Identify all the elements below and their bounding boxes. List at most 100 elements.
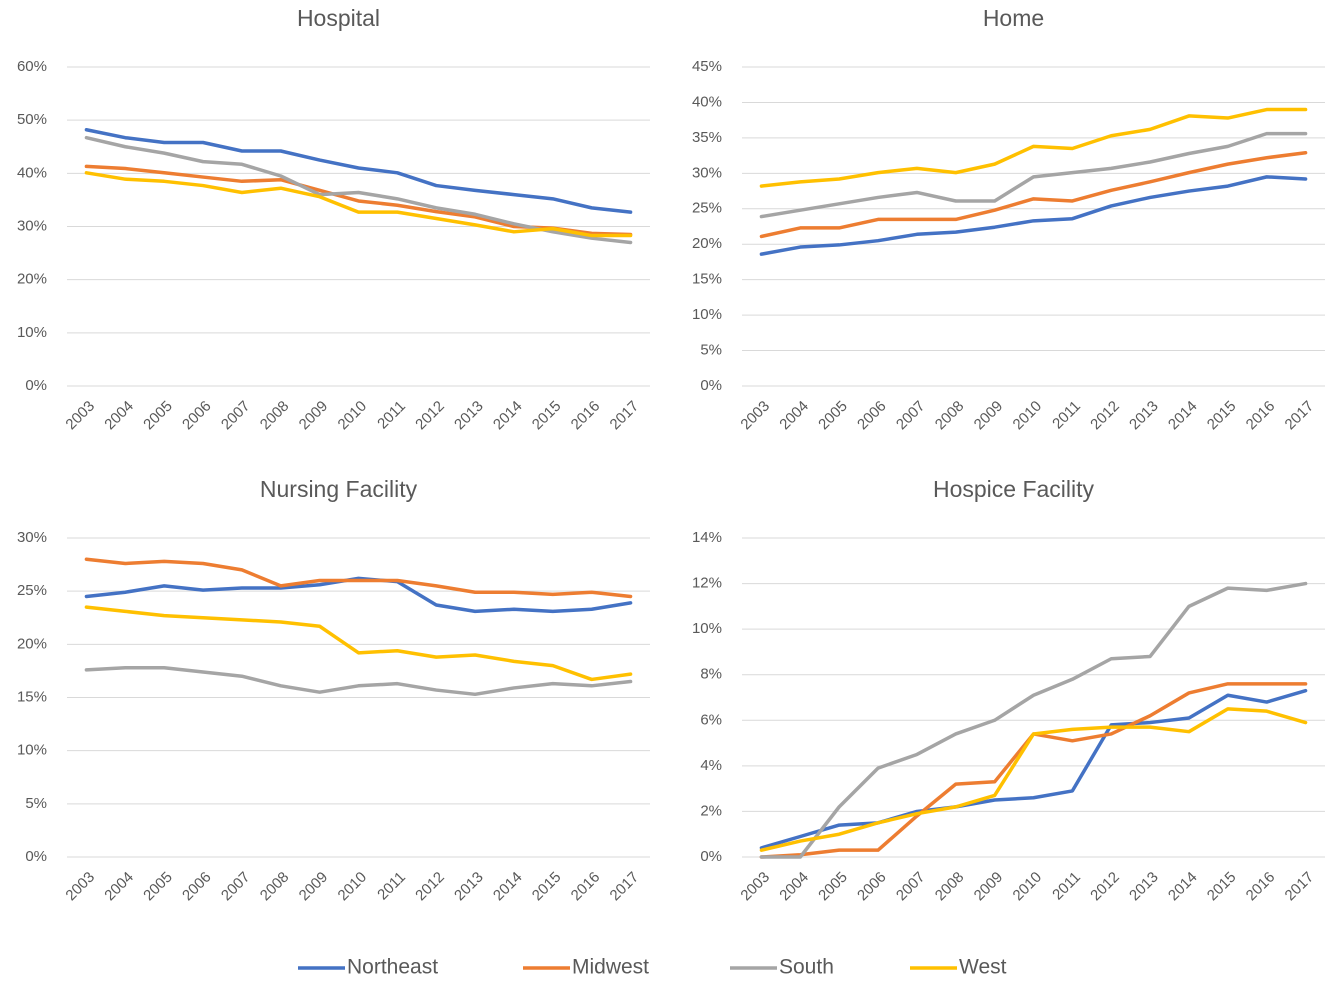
x-tick-label: 2014 (1165, 398, 1201, 434)
x-tick-label: 2016 (1243, 398, 1279, 434)
chart-title: Hospice Facility (933, 476, 1095, 502)
x-tick-label: 2010 (1010, 869, 1046, 905)
series-line (84, 665, 633, 697)
x-tick-label: 2015 (529, 869, 565, 905)
x-tick-label: 2010 (335, 398, 371, 434)
y-tick-label: 30% (17, 529, 47, 546)
y-tick-label: 8% (700, 666, 722, 683)
x-tick-label: 2005 (815, 869, 851, 905)
legend-label: South (779, 956, 834, 979)
legend-label: Northeast (347, 956, 438, 979)
x-tick-label: 2014 (1165, 869, 1201, 905)
y-tick-label: 0% (700, 848, 722, 865)
x-tick-label: 2008 (932, 869, 968, 905)
chart-title: Hospital (297, 5, 380, 31)
y-tick-label: 20% (17, 635, 47, 652)
y-tick-label: 45% (692, 58, 722, 75)
x-tick-label: 2012 (1087, 398, 1123, 434)
y-tick-label: 4% (700, 757, 722, 774)
y-tick-label: 0% (25, 848, 47, 865)
x-tick-label: 2010 (335, 869, 371, 905)
y-tick-label: 25% (17, 582, 47, 599)
y-tick-label: 25% (692, 200, 722, 217)
x-tick-label: 2009 (296, 869, 332, 905)
y-tick-label: 2% (700, 802, 722, 819)
x-tick-label: 2012 (412, 869, 448, 905)
x-tick-label: 2013 (1126, 869, 1162, 905)
x-tick-label: 2015 (1204, 869, 1240, 905)
x-tick-label: 2017 (607, 398, 643, 434)
series-line (84, 164, 633, 237)
x-tick-label: 2006 (179, 869, 215, 905)
x-tick-label: 2016 (1243, 869, 1279, 905)
series-line (84, 557, 633, 599)
legend-label: Midwest (572, 956, 649, 979)
series-line (84, 605, 633, 682)
x-tick-label: 2007 (218, 398, 254, 434)
y-tick-label: 0% (25, 377, 47, 394)
y-tick-label: 30% (692, 164, 722, 181)
x-tick-label: 2003 (62, 869, 98, 905)
x-tick-label: 2013 (451, 398, 487, 434)
x-tick-label: 2004 (776, 398, 812, 434)
x-tick-label: 2006 (854, 869, 890, 905)
y-tick-label: 30% (17, 217, 47, 234)
x-tick-label: 2011 (374, 398, 409, 433)
x-tick-label: 2012 (1087, 869, 1123, 905)
x-tick-label: 2017 (1282, 398, 1318, 434)
y-tick-label: 20% (692, 235, 722, 252)
y-tick-label: 10% (692, 306, 722, 323)
series-line (759, 107, 1308, 188)
y-tick-label: 40% (692, 93, 722, 110)
x-tick-label: 2007 (893, 398, 929, 434)
x-tick-label: 2016 (568, 398, 604, 434)
y-tick-label: 12% (692, 575, 722, 592)
y-tick-label: 6% (700, 711, 722, 728)
y-tick-label: 15% (17, 688, 47, 705)
x-tick-label: 2005 (140, 398, 176, 434)
x-tick-label: 2014 (490, 398, 526, 434)
x-tick-label: 2014 (490, 869, 526, 905)
x-tick-label: 2003 (62, 398, 98, 434)
y-tick-label: 15% (692, 271, 722, 288)
x-tick-label: 2004 (776, 869, 812, 905)
x-tick-label: 2008 (257, 398, 293, 434)
x-tick-label: 2008 (932, 398, 968, 434)
x-tick-label: 2007 (218, 869, 254, 905)
x-tick-label: 2011 (1049, 398, 1084, 433)
x-tick-label: 2005 (815, 398, 851, 434)
series-line (759, 707, 1308, 852)
y-tick-label: 10% (17, 324, 47, 341)
x-tick-label: 2011 (1049, 869, 1084, 904)
x-tick-label: 2015 (1204, 398, 1240, 434)
x-tick-label: 2010 (1010, 398, 1046, 434)
y-tick-label: 35% (692, 129, 722, 146)
chart-title: Home (983, 5, 1044, 31)
x-tick-label: 2003 (737, 869, 773, 905)
x-tick-label: 2004 (101, 869, 137, 905)
series-line (759, 131, 1308, 219)
legend-label: West (959, 956, 1007, 979)
x-tick-label: 2005 (140, 869, 176, 905)
y-tick-label: 5% (25, 795, 47, 812)
series-line (759, 175, 1308, 256)
x-tick-label: 2006 (179, 398, 215, 434)
series-line (84, 576, 633, 614)
y-tick-label: 40% (17, 164, 47, 181)
series-line (759, 581, 1308, 859)
x-tick-label: 2017 (1282, 869, 1318, 905)
x-tick-label: 2006 (854, 398, 890, 434)
y-tick-label: 5% (700, 342, 722, 359)
x-tick-label: 2009 (296, 398, 332, 434)
y-tick-label: 60% (17, 58, 47, 75)
y-tick-label: 0% (700, 377, 722, 394)
x-tick-label: 2007 (893, 869, 929, 905)
y-tick-label: 10% (17, 742, 47, 759)
series-line (84, 127, 633, 214)
x-tick-label: 2009 (971, 398, 1007, 434)
x-tick-label: 2013 (451, 869, 487, 905)
y-tick-label: 50% (17, 111, 47, 128)
y-tick-label: 20% (17, 271, 47, 288)
x-tick-label: 2017 (607, 869, 643, 905)
